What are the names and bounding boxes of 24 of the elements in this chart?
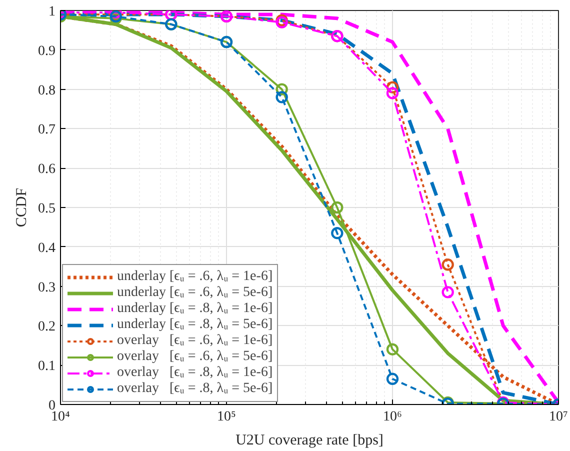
x-tick-label: 10⁴ [51,410,70,424]
legend-label: underlay [ϵᵤ = .6, λᵤ = 5e-6] [117,285,273,301]
legend-label: underlay [ϵᵤ = .6, λᵤ = 1e-6] [117,269,273,285]
y-tick-label: 0.4 [38,240,56,256]
y-tick-label: 0.5 [38,202,56,216]
legend-label: overlay [ϵᵤ = .6, λᵤ = 1e-6] [117,333,273,349]
y-tick-label: 0.9 [38,44,56,59]
y-tick-label: 0.7 [38,122,56,138]
x-tick-label: 10⁷ [549,410,568,424]
legend-label: overlay [ϵᵤ = .8, λᵤ = 5e-6] [117,381,273,397]
legend-label: overlay [ϵᵤ = .6, λᵤ = 5e-6] [117,349,273,365]
y-tick-label: 0.2 [38,320,56,335]
y-tick-label: 0.8 [38,83,56,98]
y-tick-label: 0.3 [38,280,56,296]
y-tick-label: 0.6 [38,162,56,178]
y-axis-title: CCDF [14,188,30,228]
legend-label: underlay [ϵᵤ = .8, λᵤ = 5e-6] [117,317,273,333]
y-tick-label: 1 [48,4,56,20]
legend-label: underlay [ϵᵤ = .8, λᵤ = 1e-6] [117,301,273,317]
x-tick-label: 10⁶ [383,410,402,424]
legend-label: overlay [ϵᵤ = .8, λᵤ = 1e-6] [117,365,273,381]
x-tick-label: 10⁵ [217,410,236,424]
x-axis-title: U2U coverage rate [bps] [236,432,384,448]
y-tick-label: 0.1 [38,359,56,374]
